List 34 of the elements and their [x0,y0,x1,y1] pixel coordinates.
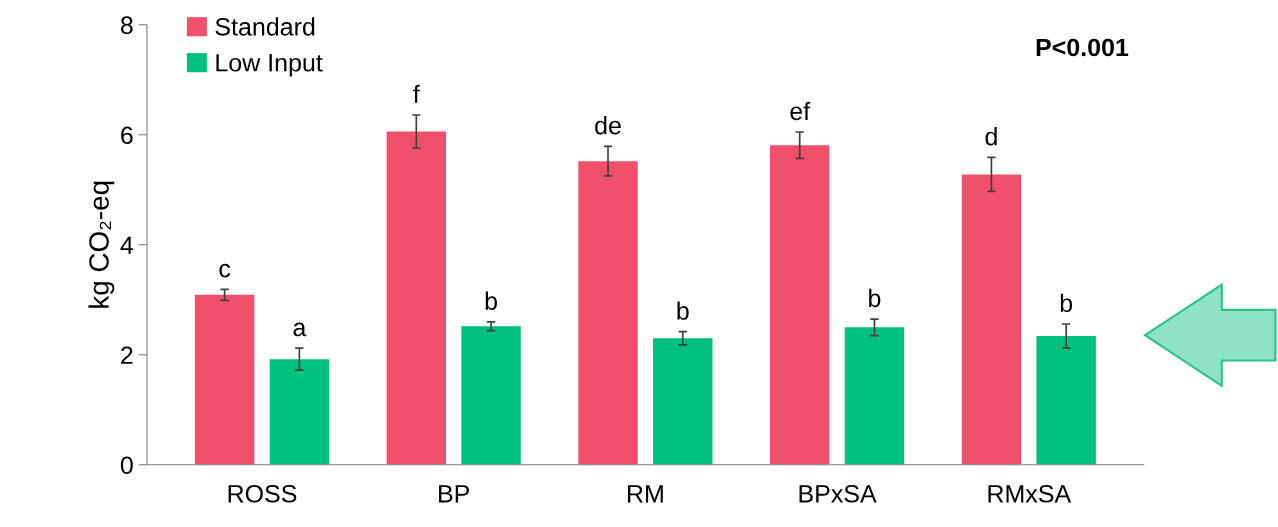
bar [1036,336,1096,465]
y-tick-label: 8 [120,16,133,35]
bar [386,131,447,465]
y-tick-label: 0 [120,456,133,475]
y-axis-title: kg CO₂-eq [88,181,115,308]
y-tick-label: 6 [121,126,133,145]
bar [653,338,713,465]
bar [461,326,521,465]
bar [269,359,330,465]
annotation: b [677,301,689,320]
y-tick-label: 4 [120,236,134,254]
bar [770,145,830,465]
annotation: d [985,127,997,146]
annotation: b [1060,293,1073,313]
bar [961,174,1022,465]
annotation: de [595,116,621,135]
annotation: b [869,288,881,308]
bar [578,161,638,465]
x-tick-label: RMxSA [988,484,1072,503]
x-tick-label: BP [439,485,470,503]
legend-label: Low Input [216,54,323,77]
annotation: a [293,322,307,337]
y-tick-label: 2 [121,346,133,364]
annotation: b [485,291,497,310]
annotation: ef [790,101,811,121]
legend-label: Standard [215,17,315,36]
annotation: c [219,263,231,278]
x-tick-label: BPxSA [799,484,877,503]
bar [194,294,255,465]
bar [844,327,905,465]
annotation: P<0.001 [1036,38,1129,57]
x-tick-label: RM [628,485,663,503]
x-tick-label: ROSS [228,484,297,503]
annotation: f [413,84,420,103]
